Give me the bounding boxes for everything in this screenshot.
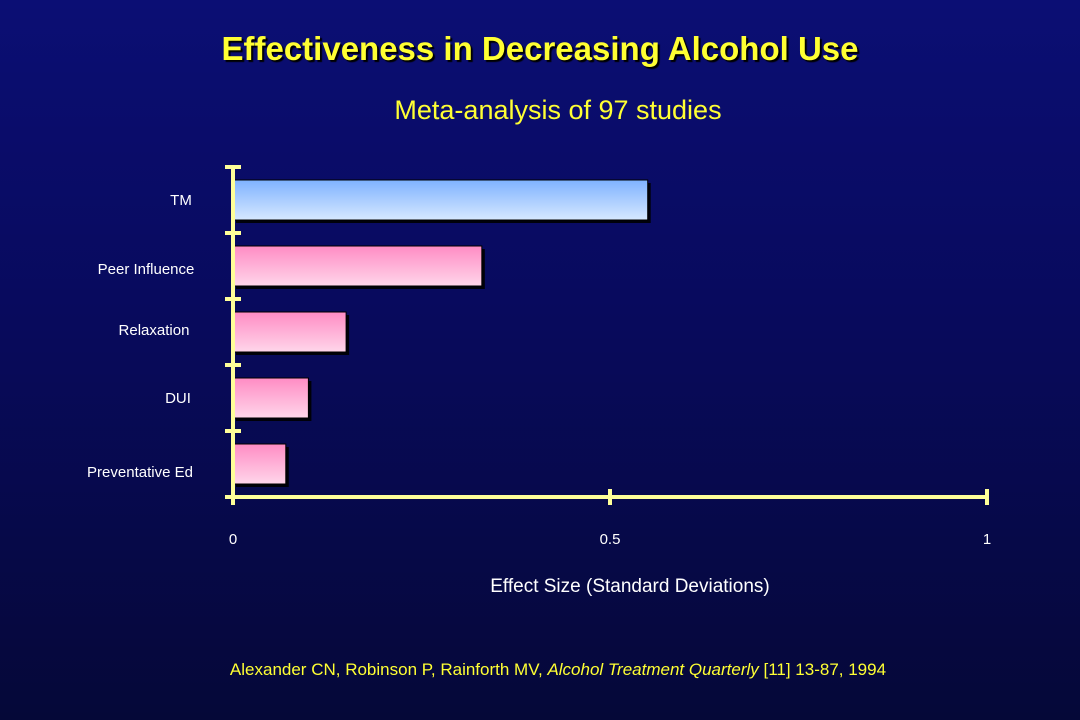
category-label: Relaxation: [119, 322, 190, 339]
citation-authors: Alexander CN, Robinson P, Rainforth MV,: [229, 660, 548, 679]
citation-details: [11] 13-87, 1994: [758, 660, 887, 679]
bar-peer-influence: [232, 245, 483, 287]
bar-dui: [232, 377, 309, 419]
category-label: Peer Influence: [98, 261, 195, 278]
citation: Alexander CN, Robinson P, Rainforth MV, …: [0, 660, 1080, 680]
category-label: DUI: [165, 390, 191, 407]
bar-relaxation: [232, 311, 347, 353]
slide-title: Effectiveness in Decreasing Alcohol Use: [221, 30, 859, 67]
x-axis-label: Effect Size (Standard Deviations): [490, 576, 770, 597]
category-label: TM: [170, 192, 192, 209]
citation-journal: Alcohol Treatment Quarterly: [547, 660, 759, 679]
slide-subtitle: Meta-analysis of 97 studies: [394, 95, 722, 125]
bar-preventative-ed: [232, 443, 287, 485]
category-label: Preventative Ed: [87, 464, 193, 481]
bar-tm: [232, 179, 649, 221]
x-tick-label: 0.5: [600, 531, 621, 548]
x-tick-label: 0: [229, 531, 237, 548]
x-tick-label: 1: [983, 531, 991, 548]
